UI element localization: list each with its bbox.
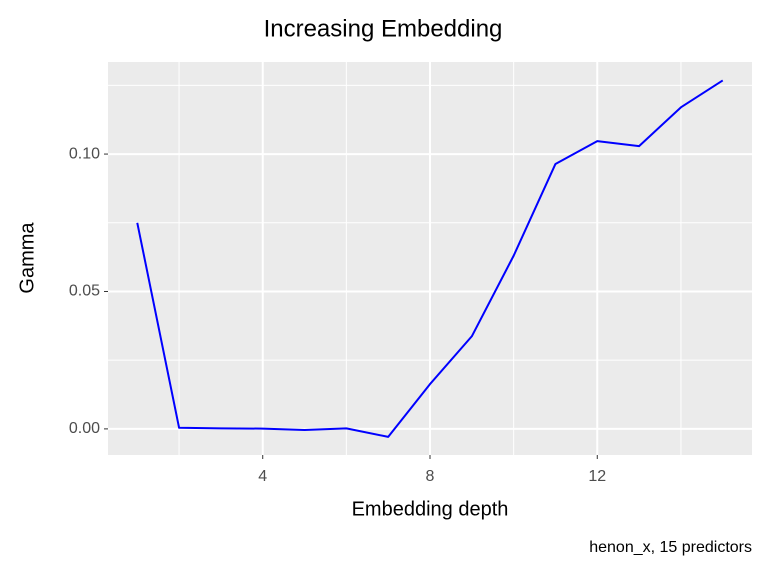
caption: henon_x, 15 predictors	[589, 539, 752, 556]
y-tick-label: 0.10	[69, 145, 100, 162]
x-tick-label: 8	[426, 468, 435, 485]
x-axis-title: Embedding depth	[352, 498, 509, 520]
y-tick-label: 0.00	[69, 420, 100, 437]
x-tick-label: 12	[588, 468, 606, 485]
y-axis-title: Gamma	[16, 222, 38, 294]
chart-title: Increasing Embedding	[264, 15, 503, 42]
x-tick-label: 4	[258, 468, 267, 485]
data-line	[136, 79, 724, 438]
y-tick-label: 0.05	[69, 283, 100, 300]
